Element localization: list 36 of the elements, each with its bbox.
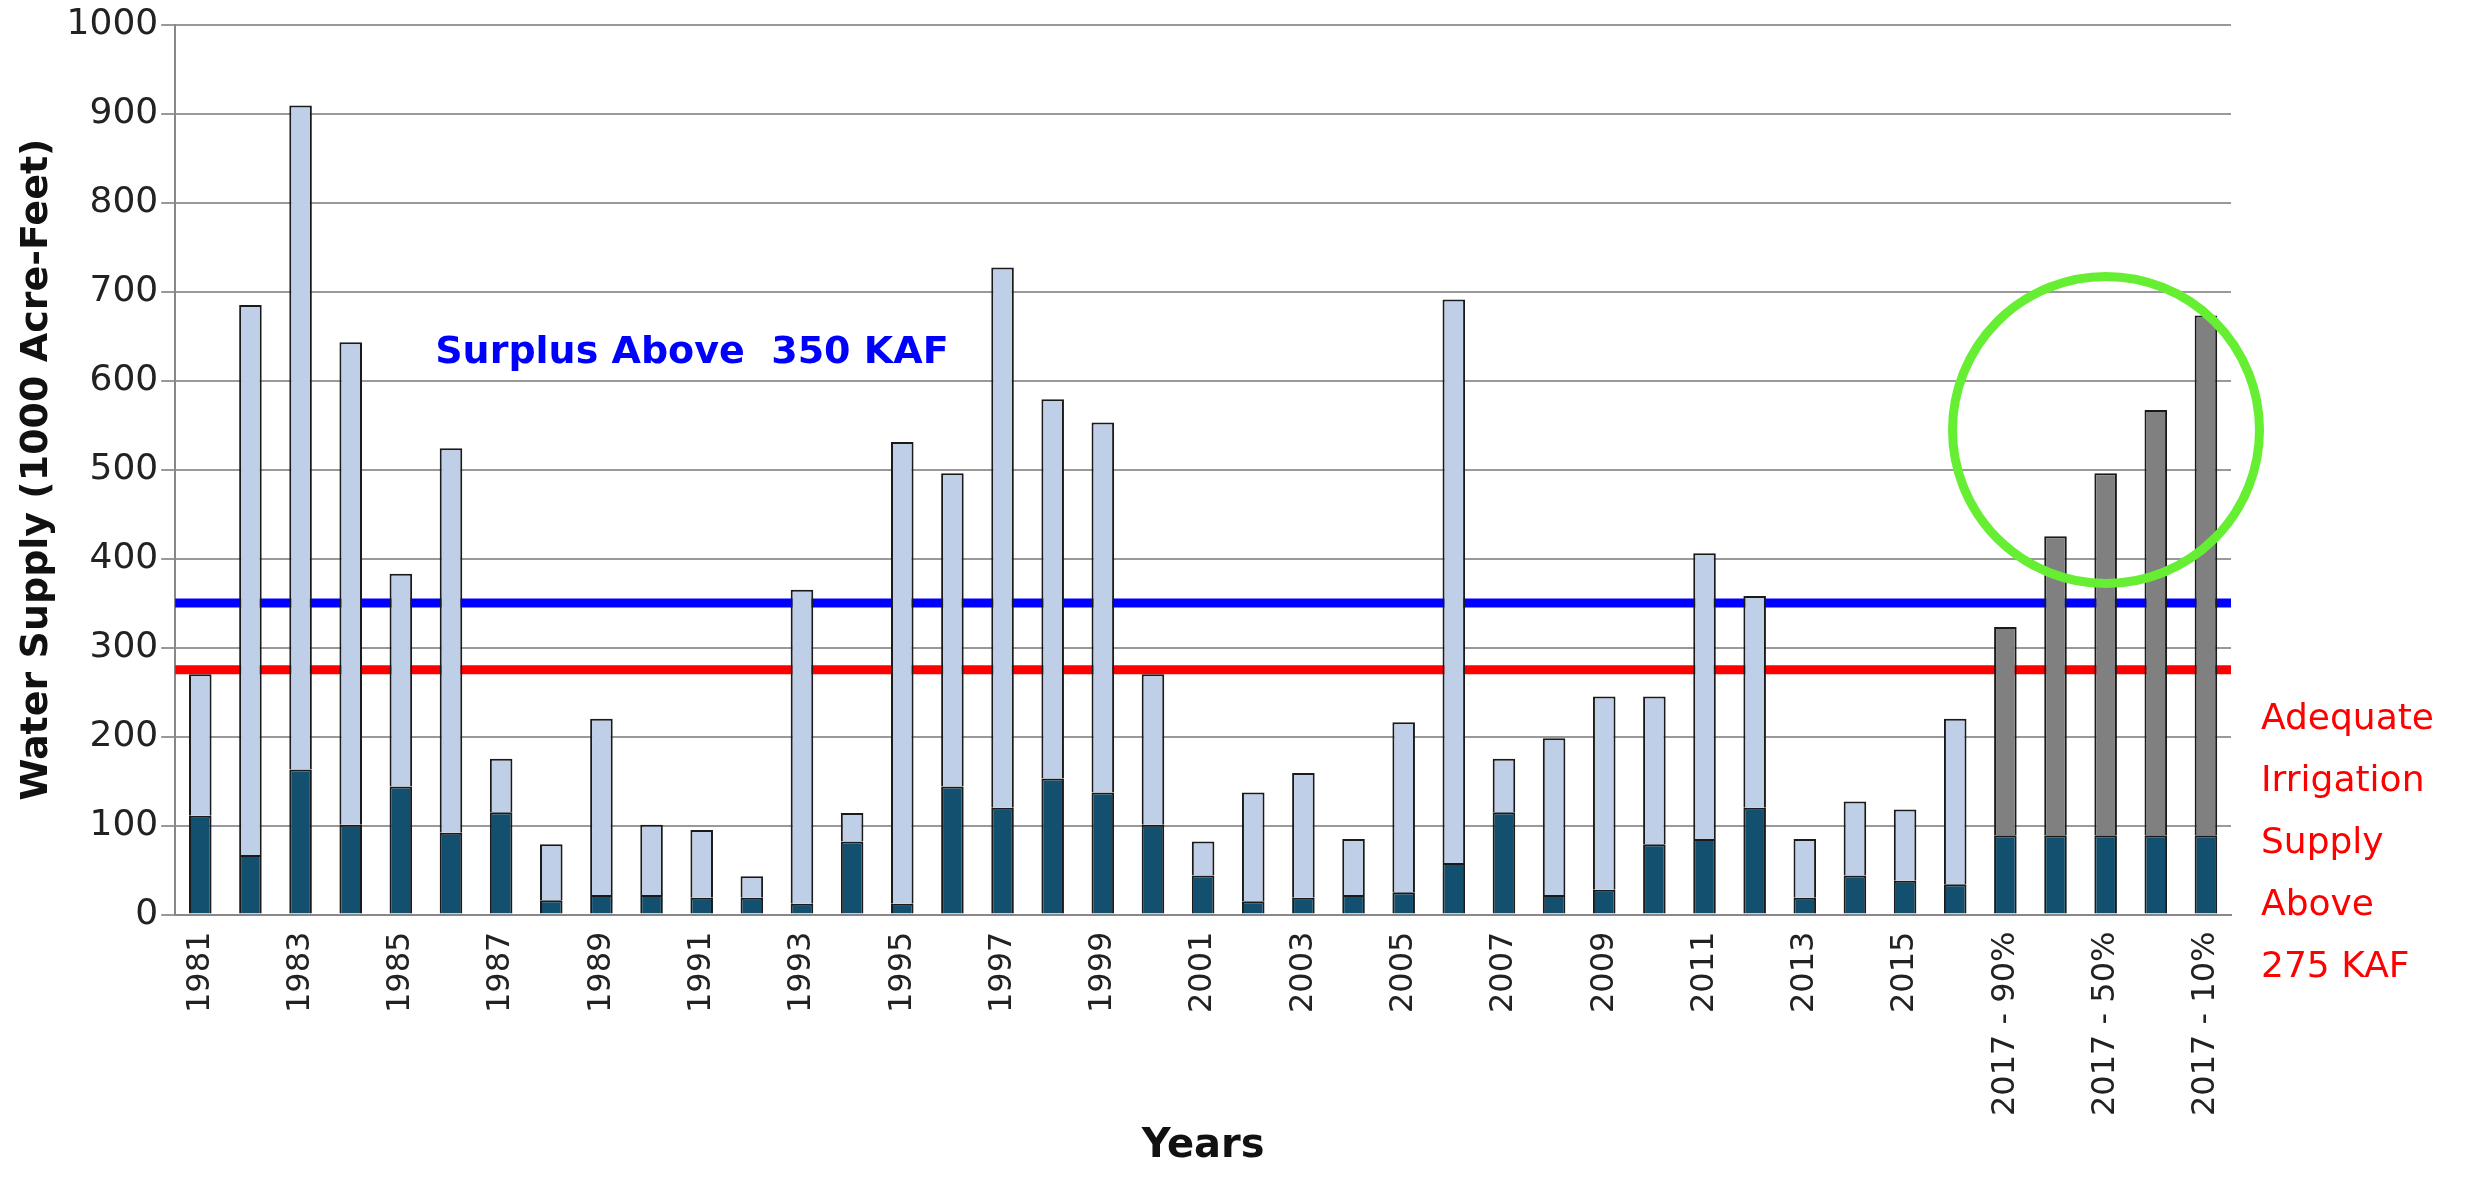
x-tick-label: 1981 <box>178 931 217 1013</box>
y-tick-label: 1000 <box>66 0 159 42</box>
y-tick-label: 100 <box>89 801 159 843</box>
x-tick-label: 1989 <box>579 931 618 1013</box>
x-tick-label: 2009 <box>1582 931 1621 1013</box>
y-tick-label: 600 <box>89 356 159 398</box>
x-tick-label: 2017 - 10% <box>2184 931 2223 1116</box>
y-tick-label: 500 <box>89 445 159 487</box>
x-tick-label: 1991 <box>680 931 719 1013</box>
x-tick-label: 2003 <box>1281 931 1320 1013</box>
x-tick-label: 1993 <box>780 931 819 1013</box>
x-tick-label: 2001 <box>1181 931 1220 1013</box>
x-tick-label: 2011 <box>1682 931 1721 1013</box>
y-tick-label: 300 <box>89 623 159 665</box>
x-tick-label: 1999 <box>1081 931 1120 1013</box>
y-tick-label: 400 <box>89 534 159 576</box>
x-tick-label: 2007 <box>1482 931 1521 1013</box>
ref-line-label: Surplus Above 350 KAF <box>435 327 949 372</box>
x-axis-title: Years <box>1140 1120 1265 1167</box>
y-tick-label: 800 <box>89 178 159 220</box>
y-tick-label: 200 <box>89 712 159 754</box>
x-tick-label: 1987 <box>479 931 518 1013</box>
y-tick-label: 900 <box>89 89 159 131</box>
x-tick-label: 1985 <box>379 931 418 1013</box>
x-tick-label: 2017 - 50% <box>2083 931 2122 1116</box>
x-tick-label: 2013 <box>1783 931 1822 1013</box>
ref-line-label: Adequate Irrigation Supply Above 275 KAF <box>2261 696 2434 986</box>
x-tick-label: 1983 <box>278 931 317 1013</box>
x-tick-label: 1995 <box>880 931 919 1013</box>
x-tick-label: 2005 <box>1381 931 1420 1013</box>
y-tick-label: 700 <box>89 267 159 309</box>
y-axis-title: Water Supply (1000 Acre-Feet) <box>11 138 56 801</box>
x-tick-label: 2017 - 90% <box>1983 931 2022 1116</box>
x-tick-label: 2015 <box>1883 931 1922 1013</box>
x-tick-label: 1997 <box>980 931 1019 1013</box>
y-tick-label: 0 <box>135 890 159 932</box>
